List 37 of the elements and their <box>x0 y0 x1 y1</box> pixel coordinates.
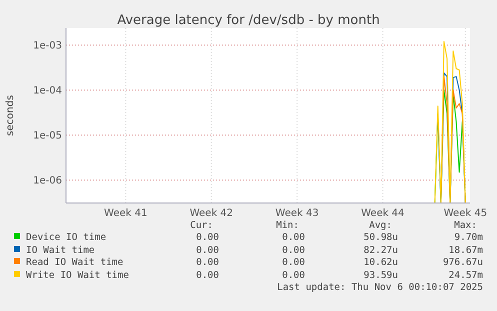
x-tick-label: Week 45 <box>444 208 488 219</box>
text: Last update: Thu Nov 6 00:10:07 2025 <box>277 282 483 293</box>
y-tick-label: 1e-05 <box>33 130 62 142</box>
line-series <box>434 41 466 204</box>
text: Cur: <box>190 220 213 231</box>
text: 0.00 <box>196 232 220 243</box>
x-tick-label: Week 41 <box>104 208 148 219</box>
chart-title: Average latency for /dev/sdb - by month <box>117 13 380 28</box>
text: 93.59u <box>364 270 398 281</box>
legend-label: Device IO time <box>26 232 106 243</box>
y-axis-title: seconds <box>5 95 16 136</box>
x-tick-label: Week 42 <box>190 208 234 219</box>
text: 0.00 <box>282 270 306 281</box>
text: 0.00 <box>196 257 220 268</box>
text: 50.98u <box>364 232 398 243</box>
text: 0.00 <box>196 245 220 256</box>
text: 0.00 <box>196 270 220 281</box>
legend-label: IO Wait time <box>26 245 95 256</box>
y-tick-label: 1e-06 <box>33 176 62 187</box>
text: 24.57m <box>448 270 484 281</box>
text: 0.00 <box>282 232 306 243</box>
text: 0.00 <box>282 245 306 256</box>
y-tick-label: 1e-04 <box>33 86 62 97</box>
legend-label: Read IO Wait time <box>26 257 124 268</box>
x-tick-label: Week 43 <box>275 208 319 219</box>
legend-label: Write IO Wait time <box>26 270 130 281</box>
text: Max: <box>454 220 477 231</box>
x-tick-label: Week 44 <box>361 208 404 219</box>
text: 18.67m <box>448 245 484 256</box>
y-tick-label: 1e-03 <box>33 40 62 52</box>
text: 0.00 <box>282 257 306 268</box>
text: Avg: <box>369 220 392 231</box>
text: 976.67u <box>442 257 483 268</box>
text: 82.27u <box>364 245 398 256</box>
text: 10.62u <box>364 257 398 268</box>
text: 9.70m <box>454 232 484 243</box>
text: Min: <box>276 220 299 231</box>
